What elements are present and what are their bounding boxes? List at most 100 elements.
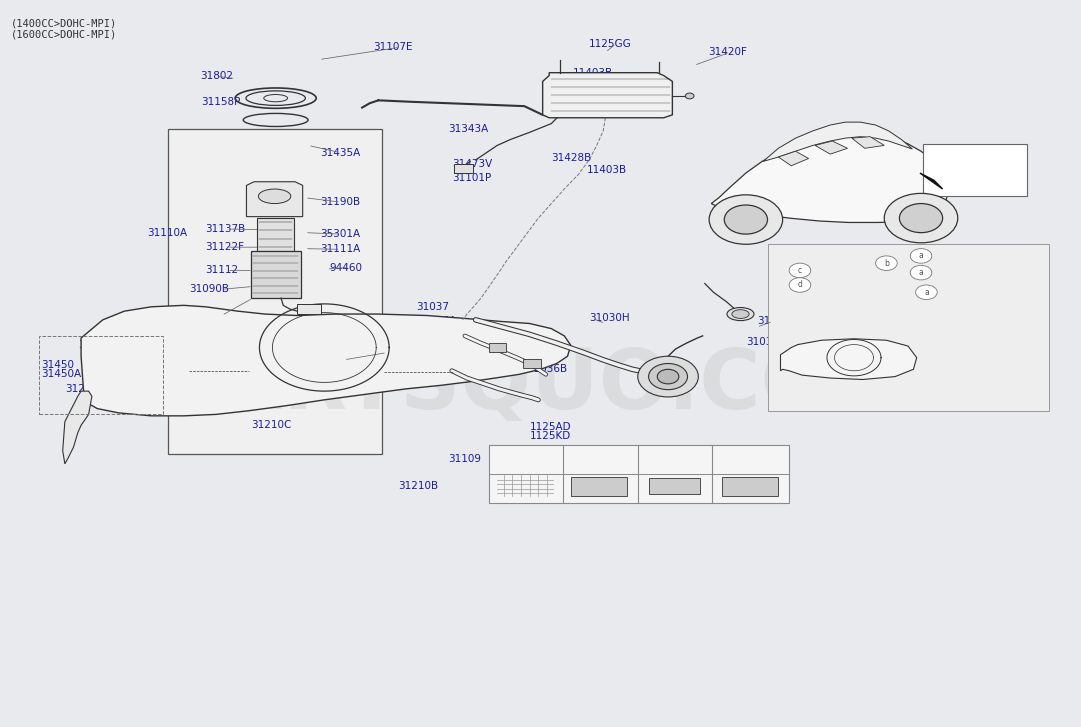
Text: a: a: [509, 450, 516, 460]
Circle shape: [649, 364, 688, 390]
Polygon shape: [246, 182, 303, 217]
Polygon shape: [763, 122, 912, 161]
Ellipse shape: [258, 189, 291, 204]
Text: 31010: 31010: [795, 328, 827, 338]
Text: 31343A: 31343A: [449, 124, 489, 134]
Text: 31123M: 31123M: [249, 337, 291, 347]
Bar: [39, 336, 163, 414]
Text: 31428B: 31428B: [551, 153, 591, 164]
Ellipse shape: [732, 310, 749, 318]
Polygon shape: [543, 73, 672, 118]
Text: 31107E: 31107E: [373, 42, 413, 52]
Text: 31010B: 31010B: [757, 316, 797, 326]
Text: b: b: [584, 450, 590, 460]
Text: 1471EE: 1471EE: [430, 373, 470, 383]
Text: 31030H: 31030H: [589, 313, 630, 324]
Text: 11403B: 11403B: [573, 68, 613, 78]
Polygon shape: [815, 141, 848, 154]
Text: 1472AM: 1472AM: [506, 334, 548, 345]
Text: 31450: 31450: [41, 360, 75, 370]
Text: 31802: 31802: [200, 71, 233, 81]
Polygon shape: [257, 218, 294, 251]
Text: 31158P: 31158P: [201, 97, 240, 107]
Text: PARTSQUO.COM: PARTSQUO.COM: [165, 345, 916, 426]
Bar: [722, 477, 778, 496]
Text: FUEL OR EQUIVALENT: FUEL OR EQUIVALENT: [927, 157, 972, 161]
Bar: [523, 359, 540, 368]
Text: 1472AM: 1472AM: [400, 334, 442, 345]
Text: 31101P: 31101P: [733, 471, 772, 481]
Text: 31190B: 31190B: [320, 197, 360, 207]
Text: 94460: 94460: [330, 262, 363, 273]
Bar: [168, 129, 382, 454]
Circle shape: [884, 193, 958, 243]
Text: 31451: 31451: [573, 77, 606, 87]
Text: a: a: [924, 288, 929, 297]
Text: 31038: 31038: [927, 151, 961, 161]
Text: d: d: [798, 281, 802, 289]
Polygon shape: [251, 251, 301, 298]
Text: 31114B: 31114B: [200, 310, 240, 321]
Circle shape: [899, 204, 943, 233]
Bar: [768, 244, 1049, 411]
Text: 31220: 31220: [65, 384, 98, 394]
Text: 31137B: 31137B: [205, 224, 245, 234]
Text: 31490A: 31490A: [625, 95, 665, 105]
Circle shape: [724, 205, 768, 234]
Text: 31210C: 31210C: [251, 420, 291, 430]
Text: 31037H: 31037H: [465, 324, 506, 334]
Text: 31101C: 31101C: [579, 471, 619, 481]
Text: PREMIUM RECOMMENDED: PREMIUM RECOMMENDED: [927, 181, 980, 185]
Circle shape: [638, 356, 698, 397]
Bar: [489, 343, 506, 352]
Polygon shape: [920, 173, 943, 189]
Circle shape: [910, 265, 932, 280]
Text: 31112: 31112: [205, 265, 239, 276]
Circle shape: [910, 249, 932, 263]
Text: 31037: 31037: [416, 302, 450, 312]
Circle shape: [709, 195, 783, 244]
Bar: [297, 304, 321, 314]
Text: 31356A: 31356A: [416, 316, 456, 326]
Bar: [489, 445, 789, 503]
Text: 1125KD: 1125KD: [530, 431, 571, 441]
Text: c: c: [659, 450, 664, 460]
Text: b: b: [884, 259, 889, 268]
Ellipse shape: [726, 308, 755, 321]
Text: d: d: [733, 450, 739, 460]
Text: 35301A: 35301A: [320, 229, 360, 239]
FancyBboxPatch shape: [923, 144, 1027, 196]
Polygon shape: [711, 132, 947, 222]
Text: 31160B: 31160B: [492, 351, 532, 361]
Text: 31109: 31109: [449, 454, 482, 465]
Text: 31450A: 31450A: [319, 355, 359, 365]
Circle shape: [876, 256, 897, 270]
Text: 11403B: 11403B: [587, 165, 627, 175]
Text: 31450: 31450: [344, 331, 377, 341]
Text: 31036B: 31036B: [528, 364, 568, 374]
Text: 1125AD: 1125AD: [530, 422, 572, 433]
Polygon shape: [81, 305, 571, 416]
Text: 31450A: 31450A: [41, 369, 81, 379]
Circle shape: [789, 263, 811, 278]
Text: 31435A: 31435A: [320, 148, 360, 158]
Text: 31122F: 31122F: [205, 242, 244, 252]
Ellipse shape: [685, 93, 694, 99]
Text: MIN. 87 OCTANE: MIN. 87 OCTANE: [927, 173, 961, 177]
Bar: [454, 164, 473, 173]
Text: 62852: 62852: [657, 466, 691, 476]
Text: 31420F: 31420F: [708, 47, 747, 57]
Text: 31090B: 31090B: [189, 284, 229, 294]
Text: (1400CC>DOHC-MPI)
(1600CC>DOHC-MPI): (1400CC>DOHC-MPI) (1600CC>DOHC-MPI): [11, 18, 117, 40]
Polygon shape: [780, 339, 917, 379]
Text: 31102P: 31102P: [502, 476, 540, 486]
Text: 31210B: 31210B: [398, 481, 438, 491]
Circle shape: [657, 369, 679, 384]
Text: UNLEADED FUEL ONLY: UNLEADED FUEL ONLY: [927, 165, 973, 169]
Text: a: a: [919, 268, 923, 277]
Bar: [649, 478, 700, 494]
Circle shape: [789, 278, 811, 292]
Text: 31111A: 31111A: [320, 244, 360, 254]
Text: 31101A: 31101A: [502, 466, 542, 476]
Text: 1125GG: 1125GG: [589, 39, 632, 49]
